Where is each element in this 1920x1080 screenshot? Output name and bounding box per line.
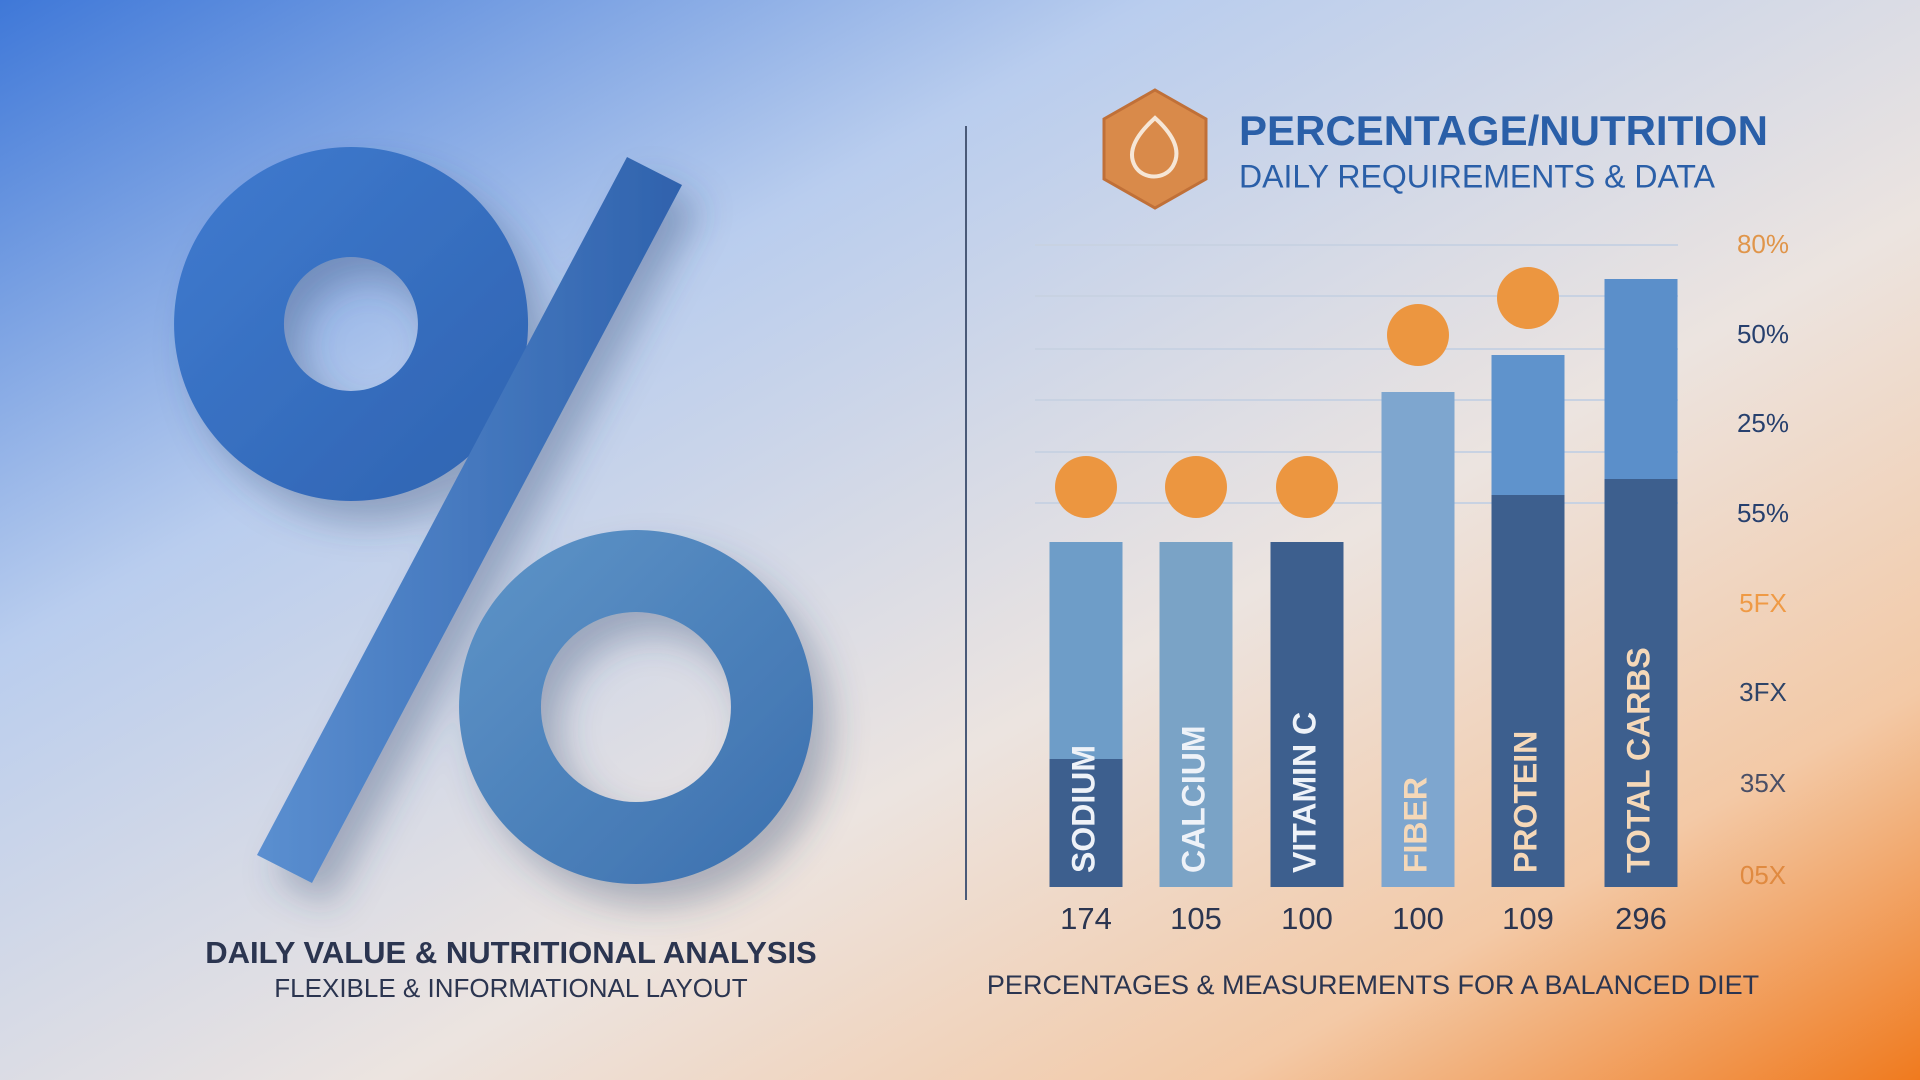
axis-label: 05X xyxy=(1740,860,1786,890)
axis-label: 50% xyxy=(1737,319,1789,349)
axis-label: 80% xyxy=(1737,229,1789,259)
bar-number: 109 xyxy=(1502,901,1554,936)
bar-lower xyxy=(1604,479,1678,887)
header-icon xyxy=(1102,88,1208,210)
axis-label: 55% xyxy=(1737,498,1789,528)
bar-lower xyxy=(1491,495,1565,887)
drop-icon xyxy=(1129,115,1179,179)
bar xyxy=(1381,392,1455,887)
hex-badge xyxy=(1102,88,1208,210)
marker-dot xyxy=(1387,304,1449,366)
percent-ring-top xyxy=(174,147,529,502)
marker-dot xyxy=(1276,456,1338,518)
bar-lower xyxy=(1270,542,1344,887)
percent-ring-bottom xyxy=(459,530,814,884)
bar-label: TOTAL CARBS xyxy=(1620,647,1656,873)
bar-lower xyxy=(1049,759,1123,887)
bars: SODIUM 174 CALCIUM 105 VITAMIN C 100 FIBER 100 P… xyxy=(1049,267,1678,936)
marker-dot xyxy=(1055,456,1117,518)
marker-dot xyxy=(1165,456,1227,518)
bar-label: SODIUM xyxy=(1065,745,1101,873)
bar-label: VITAMIN C xyxy=(1286,712,1322,873)
percent-symbol xyxy=(174,147,814,884)
bar-number: 174 xyxy=(1060,901,1112,936)
chart-caption: PERCENTAGES & MEASUREMENTS FOR A BALANCE… xyxy=(987,970,1759,1000)
bar-label: PROTEIN xyxy=(1507,731,1543,873)
axis-label: 3FX xyxy=(1739,677,1787,707)
marker-dot xyxy=(1497,267,1559,329)
bar-number: 100 xyxy=(1392,901,1444,936)
bar-number: 100 xyxy=(1281,901,1333,936)
bar-label: CALCIUM xyxy=(1175,725,1211,873)
left-title: DAILY VALUE & NUTRITIONAL ANALYSIS xyxy=(205,935,816,970)
grid xyxy=(1035,244,1678,504)
bar-number: 296 xyxy=(1615,901,1667,936)
chart-subtitle: DAILY REQUIREMENTS & DATA xyxy=(1239,158,1716,194)
axis-label: 5FX xyxy=(1739,588,1787,618)
axis: 80% 50% 25% 55% 5FX 3FX 35X 05X xyxy=(1737,229,1789,890)
bar-number: 105 xyxy=(1170,901,1222,936)
bar-label: FIBER xyxy=(1397,777,1433,873)
percent-slash xyxy=(257,157,682,883)
axis-label: 35X xyxy=(1740,768,1786,798)
left-subtitle: FLEXIBLE & INFORMATIONAL LAYOUT xyxy=(274,973,748,1003)
axis-label: 25% xyxy=(1737,408,1789,438)
bar xyxy=(1159,542,1233,887)
chart-title: PERCENTAGE/NUTRITION xyxy=(1239,107,1768,154)
